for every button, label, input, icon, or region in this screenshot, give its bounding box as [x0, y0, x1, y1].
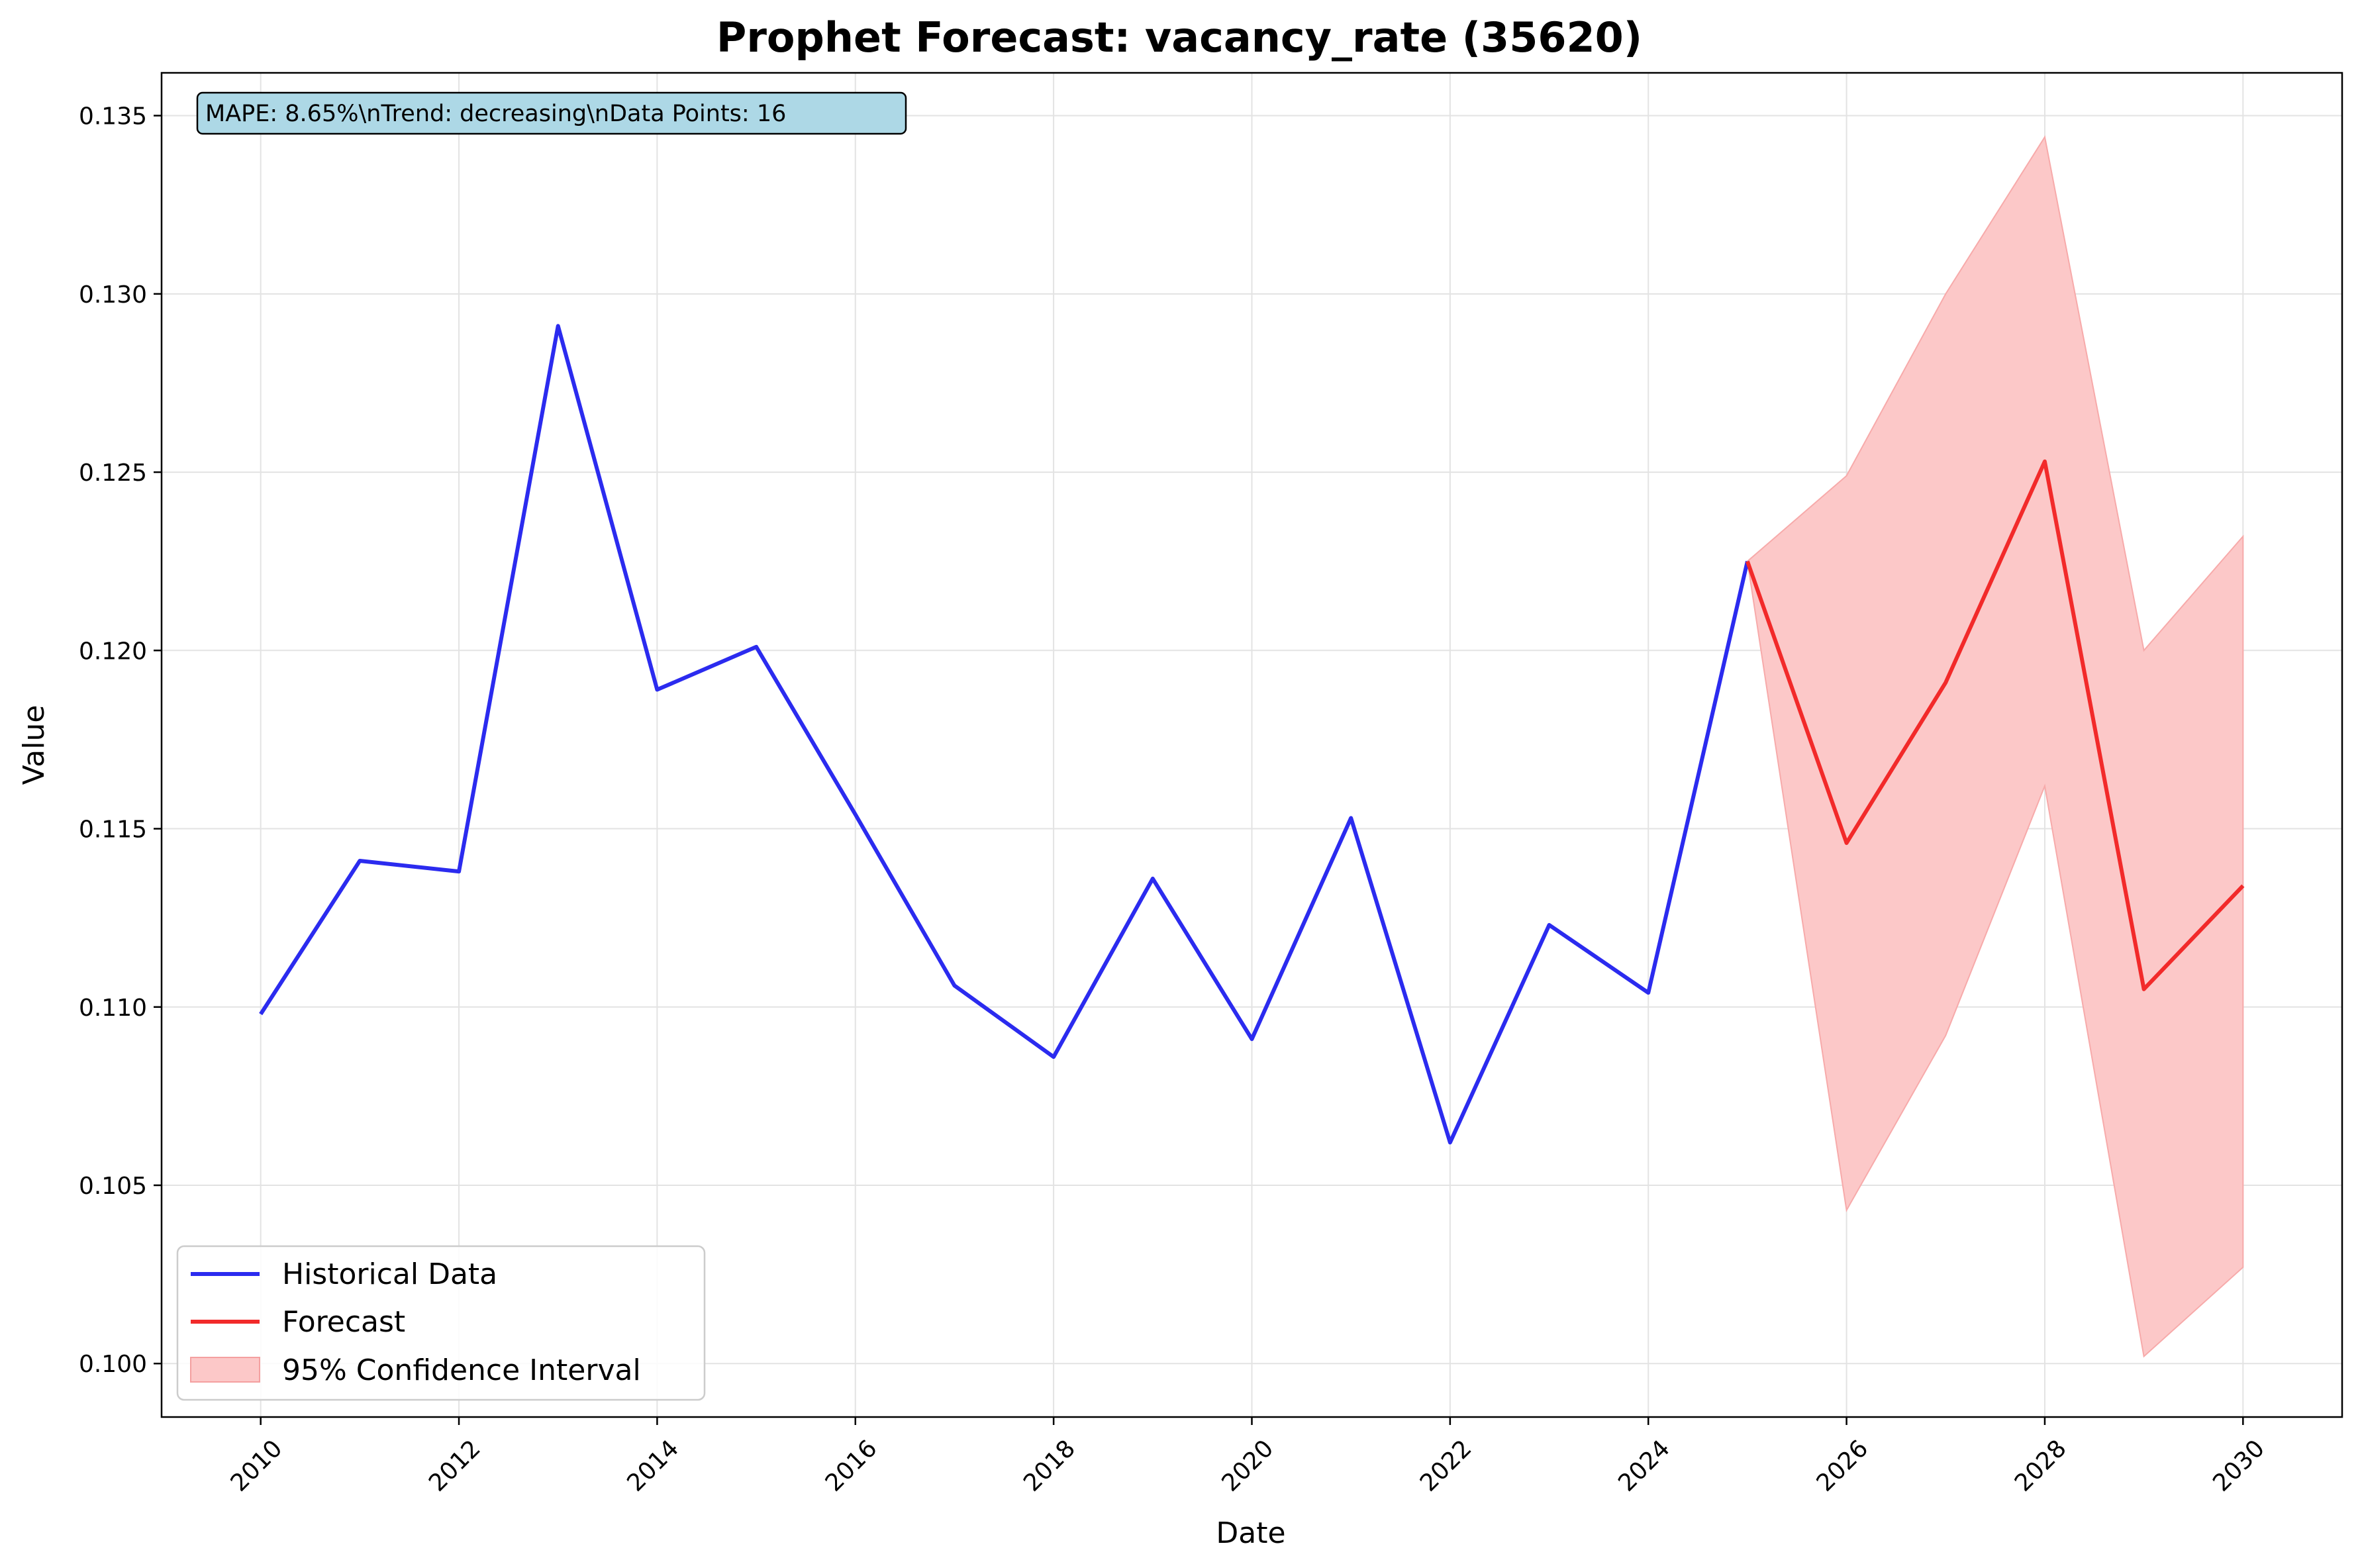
forecast-line	[1745, 459, 2245, 991]
y-tick-label: 0.120	[79, 638, 147, 665]
chart-title: Prophet Forecast: vacancy_rate (35620)	[716, 13, 1642, 62]
metrics-annotation: MAPE: 8.65%\nTrend: decreasing\nData Poi…	[196, 91, 907, 135]
legend-forecast-label: Forecast	[282, 1305, 405, 1339]
confidence-band-layer	[1746, 135, 2244, 1358]
annotation-text: MAPE: 8.65%\nTrend: decreasing\nData Poi…	[205, 101, 786, 127]
y-tick-label: 0.100	[79, 1351, 147, 1378]
chart-legend: Historical Data Forecast 95% Confidence …	[176, 1245, 706, 1401]
annotation-background	[196, 91, 907, 135]
confidence-interval-band	[1746, 135, 2244, 1358]
y-tick-label: 0.130	[79, 281, 147, 309]
legend-interval-swatch	[190, 1357, 260, 1383]
y-tick-label: 0.110	[79, 995, 147, 1022]
x-axis-label: Date	[1216, 1516, 1285, 1550]
y-axis-label: Value	[17, 705, 51, 785]
historical-data-line	[259, 324, 1749, 1145]
y-tick-label: 0.105	[79, 1173, 147, 1200]
legend-historical-label: Historical Data	[282, 1257, 497, 1291]
y-tick-label: 0.125	[79, 460, 147, 487]
y-axis-ticks: 0.100 0.105 0.110 0.115 0.120 0.125 0.130 0.135	[79, 103, 162, 1378]
legend-interval-label: 95% Confidence Interval	[282, 1353, 641, 1387]
series-lines-layer	[259, 324, 2245, 1145]
legend-frame	[176, 1245, 706, 1401]
y-tick-label: 0.135	[79, 103, 147, 130]
y-tick-label: 0.115	[79, 816, 147, 844]
